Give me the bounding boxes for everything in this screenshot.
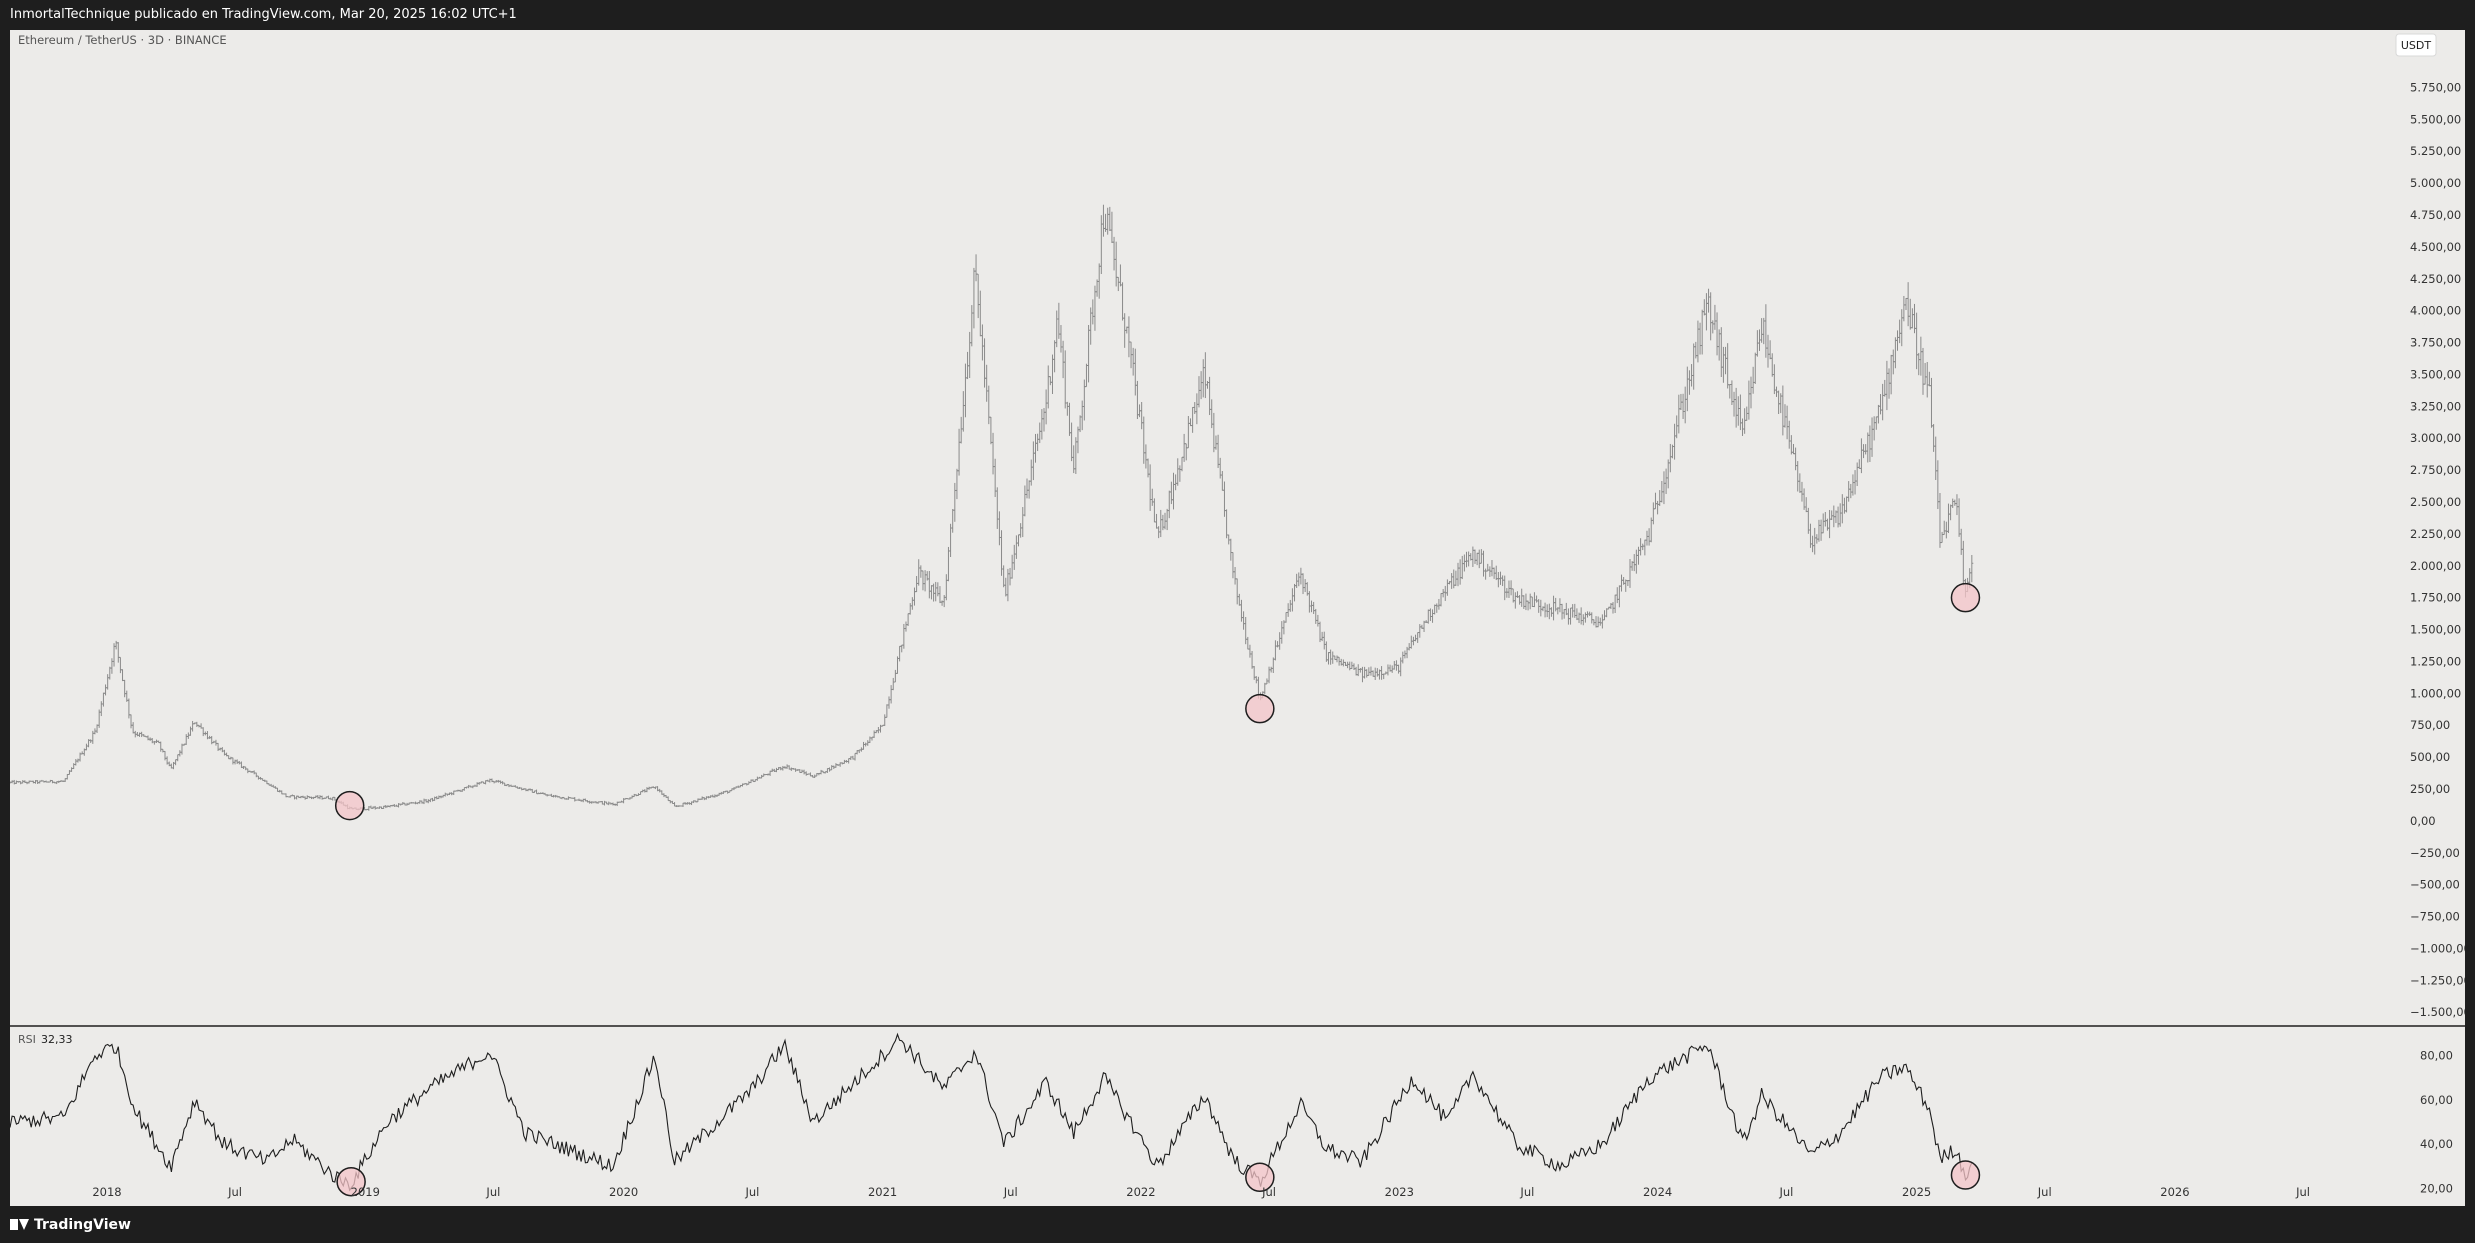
- price-bars: [10, 204, 1974, 811]
- price-tick-label: −1.250,00: [2410, 973, 2465, 987]
- tradingview-logo-icon: [10, 1219, 29, 1230]
- price-tick-label: −1.500,00: [2410, 1005, 2465, 1019]
- time-tick-label: Jul: [485, 1185, 500, 1199]
- currency-button[interactable]: USDT: [2395, 33, 2437, 57]
- price-tick-label: 3.500,00: [2410, 367, 2461, 381]
- price-low-highlight: [1245, 693, 1275, 724]
- price-tick-label: 3.750,00: [2410, 336, 2461, 350]
- price-tick-label: −500,00: [2410, 878, 2460, 892]
- rsi-low-highlight: [1950, 1160, 1981, 1190]
- time-tick-label: 2018: [92, 1185, 121, 1199]
- tradingview-logo[interactable]: TradingView: [10, 1217, 131, 1233]
- time-tick-label: 2024: [1643, 1185, 1672, 1199]
- price-tick-label: 2.000,00: [2410, 559, 2461, 573]
- time-tick-label: 2020: [609, 1185, 638, 1199]
- highlight-markers: [334, 582, 1981, 1197]
- price-tick-label: 1.750,00: [2410, 591, 2461, 605]
- price-tick-label: 5.250,00: [2410, 144, 2461, 158]
- price-tick-label: 1.250,00: [2410, 654, 2461, 668]
- price-tick-label: 4.750,00: [2410, 208, 2461, 222]
- rsi-low-highlight: [336, 1166, 366, 1197]
- price-tick-label: 5.500,00: [2410, 112, 2461, 126]
- rsi-line: [10, 1032, 1973, 1192]
- rsi-label: RSI: [18, 1033, 36, 1046]
- chart-frame[interactable]: 5.750,00 5.500,00 5.250,00 5.000,00 4.750,00…: [10, 30, 2465, 1206]
- price-pane-bg[interactable]: [10, 30, 2465, 1025]
- time-tick-label: Jul: [227, 1185, 242, 1199]
- price-bar: [1970, 555, 1974, 583]
- time-tick-label: 2022: [1126, 1185, 1155, 1199]
- price-axis[interactable]: 5.750,00 5.500,00 5.250,00 5.000,00 4.750,00…: [2410, 80, 2465, 1019]
- price-low-highlight: [1950, 582, 1981, 613]
- price-low-highlight: [334, 790, 365, 821]
- rsi-current-value: 32,33: [41, 1033, 73, 1046]
- time-tick-label: Jul: [1261, 1185, 1276, 1199]
- price-tick-label: 5.750,00: [2410, 80, 2461, 94]
- tradingview-logo-text: TradingView: [34, 1217, 131, 1233]
- time-tick-label: Jul: [1003, 1185, 1018, 1199]
- price-tick-label: 2.750,00: [2410, 463, 2461, 477]
- price-tick-label: −750,00: [2410, 910, 2460, 924]
- price-tick-label: 4.250,00: [2410, 272, 2461, 286]
- rsi-axis[interactable]: 80,00 60,00 40,00 20,00: [2420, 1049, 2453, 1196]
- price-tick-label: 0,00: [2410, 814, 2436, 828]
- time-tick-label: 2021: [868, 1185, 897, 1199]
- publisher-line: InmortalTechnique publicado en TradingVi…: [10, 7, 517, 22]
- price-tick-label: 3.250,00: [2410, 399, 2461, 413]
- rsi-line-group: [10, 1032, 1973, 1192]
- price-tick-label: 2.500,00: [2410, 495, 2461, 509]
- time-tick-label: Jul: [1778, 1185, 1793, 1199]
- time-tick-label: 2023: [1385, 1185, 1414, 1199]
- time-tick-label: Jul: [744, 1185, 759, 1199]
- rsi-low-highlight: [1245, 1162, 1275, 1193]
- top-bar: InmortalTechnique publicado en TradingVi…: [0, 0, 2475, 30]
- time-axis[interactable]: 2018 Jul 2019 Jul 2020 Jul 2021 Jul 2022 Jul 2023 J…: [92, 1185, 2310, 1199]
- time-tick-label: 2026: [2160, 1185, 2189, 1199]
- price-tick-label: 3.000,00: [2410, 431, 2461, 445]
- price-tick-label: −250,00: [2410, 846, 2460, 860]
- price-tick-label: −1.000,00: [2410, 941, 2465, 955]
- symbol-line: Ethereum / TetherUS · 3D · BINANCE: [18, 33, 227, 47]
- time-tick-label: 2025: [1902, 1185, 1931, 1199]
- chart-canvas[interactable]: 5.750,00 5.500,00 5.250,00 5.000,00 4.750,00…: [10, 30, 2465, 1206]
- rsi-tick-label: 40,00: [2420, 1137, 2453, 1151]
- rsi-tick-label: 20,00: [2420, 1181, 2453, 1195]
- price-tick-label: 4.000,00: [2410, 304, 2461, 318]
- price-tick-label: 4.500,00: [2410, 240, 2461, 254]
- rsi-pane-bg[interactable]: [10, 1027, 2465, 1206]
- currency-button-label: USDT: [2401, 39, 2432, 52]
- footer-bar: TradingView: [0, 1206, 2475, 1243]
- rsi-tick-label: 80,00: [2420, 1049, 2453, 1063]
- price-tick-label: 1.500,00: [2410, 623, 2461, 637]
- price-tick-label: 2.250,00: [2410, 527, 2461, 541]
- price-tick-label: 5.000,00: [2410, 176, 2461, 190]
- price-tick-label: 750,00: [2410, 718, 2450, 732]
- time-tick-label: Jul: [2295, 1185, 2310, 1199]
- time-tick-label: Jul: [1519, 1185, 1534, 1199]
- time-tick-label: Jul: [2037, 1185, 2052, 1199]
- price-tick-label: 1.000,00: [2410, 686, 2461, 700]
- time-tick-label: 2019: [351, 1185, 380, 1199]
- price-tick-label: 250,00: [2410, 782, 2450, 796]
- rsi-tick-label: 60,00: [2420, 1093, 2453, 1107]
- price-tick-label: 500,00: [2410, 750, 2450, 764]
